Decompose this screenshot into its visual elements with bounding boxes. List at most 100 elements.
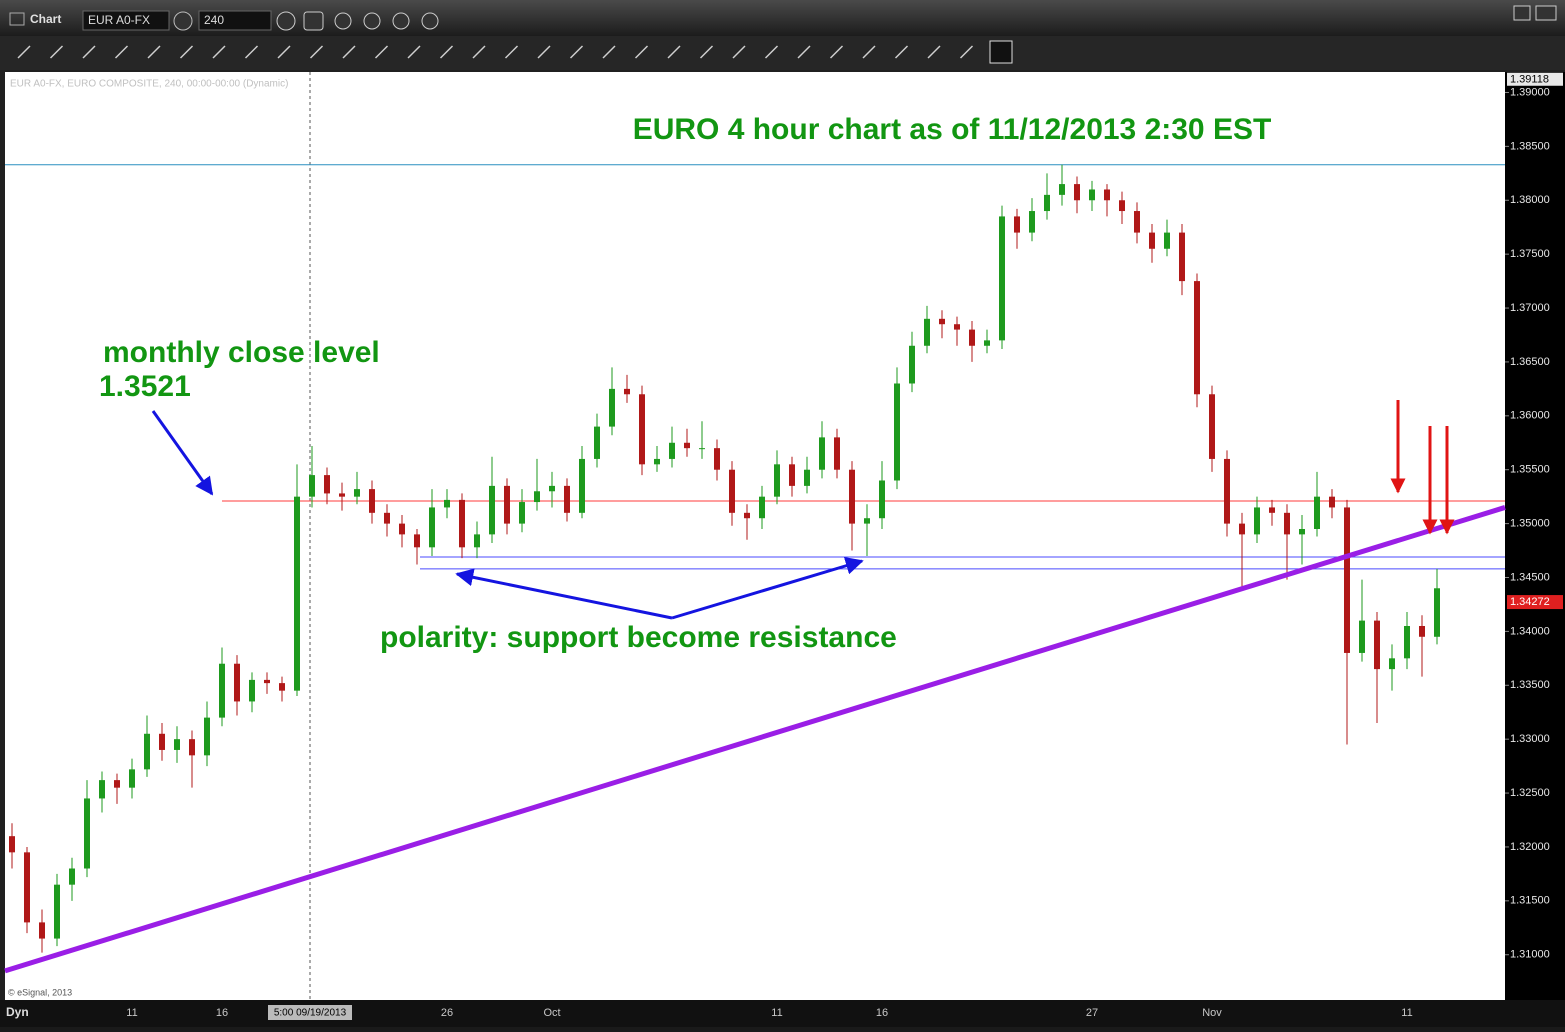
- candle-body: [609, 388, 615, 427]
- candle-body: [1329, 496, 1335, 508]
- time-axis: [0, 1000, 1565, 1027]
- y-tick-label: 1.35000: [1510, 518, 1550, 530]
- candle-body: [729, 469, 735, 513]
- draw-button[interactable]: [303, 11, 324, 31]
- refresh-button[interactable]: [334, 12, 352, 30]
- y-tick-label: 1.37500: [1510, 248, 1550, 260]
- y-tick-label: 1.38500: [1510, 140, 1550, 152]
- candle-body: [279, 683, 285, 691]
- candle-body: [84, 798, 90, 869]
- y-tick-label: 1.32000: [1510, 841, 1550, 853]
- candle-body: [384, 512, 390, 524]
- clock-button[interactable]: [276, 11, 296, 31]
- alert-button[interactable]: [392, 12, 410, 30]
- candle-body: [204, 717, 210, 756]
- tool-icon: [959, 45, 974, 59]
- candle-body: [1239, 523, 1245, 535]
- tool-icon: [667, 45, 681, 59]
- candle-body: [354, 489, 360, 497]
- candle-body: [159, 733, 165, 750]
- candle-body: [1014, 216, 1020, 233]
- candle-body: [1224, 458, 1230, 524]
- symbol: EUR A0-FX: [88, 13, 150, 27]
- candle-body: [294, 496, 300, 691]
- y-tick-label: 1.32500: [1510, 787, 1550, 799]
- candle-body: [414, 534, 420, 548]
- candle-body: [1314, 496, 1320, 529]
- tool-icon: [504, 45, 519, 59]
- candle-body: [774, 464, 780, 497]
- tool-icon: [829, 45, 844, 59]
- last-price-label: 1.34272: [1510, 596, 1550, 608]
- candle-body: [744, 512, 750, 519]
- candle-body: [579, 458, 585, 513]
- candle-body: [234, 663, 240, 702]
- title-buttons: [276, 5, 1557, 31]
- restore-button[interactable]: [1513, 5, 1531, 21]
- candle-body: [594, 426, 600, 459]
- candle-body: [1149, 232, 1155, 249]
- candle-body: [39, 922, 45, 939]
- tool-icon: [82, 45, 96, 59]
- tool-icon: [699, 45, 714, 59]
- tool-icon: [894, 45, 909, 59]
- polarity-label: polarity: support become resistance: [380, 621, 897, 654]
- candle-body: [1059, 184, 1065, 195]
- x-tick-label: 11: [126, 1007, 137, 1019]
- settings-button[interactable]: [173, 11, 193, 31]
- candle-body: [1299, 528, 1305, 535]
- x-tick-label: 11: [771, 1007, 782, 1019]
- candle-body: [399, 523, 405, 535]
- tool-icon: [309, 45, 324, 59]
- arrow: [151, 410, 214, 496]
- arrow: [671, 557, 864, 620]
- interval-box[interactable]: [198, 10, 272, 31]
- cursor-label: 5:00 09/19/2013: [274, 1008, 347, 1019]
- monthly-close-label: monthly close level: [103, 336, 380, 369]
- interval: 240: [204, 13, 224, 27]
- close-button[interactable]: [1535, 5, 1557, 21]
- link-button[interactable]: [421, 12, 439, 30]
- candle-body: [99, 780, 105, 799]
- candle-body: [984, 340, 990, 346]
- magnet-button[interactable]: [989, 40, 1013, 64]
- candle-body: [174, 739, 180, 750]
- tool-icon: [17, 45, 31, 59]
- candle-body: [999, 216, 1005, 341]
- candle-body: [849, 469, 855, 524]
- toolbar: [0, 36, 1565, 70]
- app-icon: [9, 12, 25, 26]
- y-tick-label: 1.39000: [1510, 86, 1550, 98]
- candle-body: [549, 485, 555, 492]
- candle-body: [1419, 625, 1425, 637]
- x-tick-label: Nov: [1202, 1007, 1222, 1019]
- tool-icon: [277, 45, 291, 59]
- candle-body: [459, 499, 465, 548]
- candle-body: [1344, 507, 1350, 653]
- candle-body: [309, 475, 315, 497]
- candle-body: [1434, 588, 1440, 637]
- candle-body: [1029, 211, 1035, 233]
- candle-body: [474, 534, 480, 548]
- x-tick-label: 26: [441, 1007, 453, 1019]
- window-title: Chart: [30, 12, 61, 26]
- candle-body: [564, 485, 570, 513]
- candle-body: [249, 679, 255, 702]
- tool-icon: [634, 45, 649, 59]
- y-tick-label: 1.31500: [1510, 895, 1550, 907]
- candle-body: [1374, 620, 1380, 670]
- candle-body: [1104, 189, 1110, 201]
- tool-icon: [244, 45, 259, 59]
- candle-body: [924, 318, 930, 346]
- tool-icon: [212, 45, 226, 59]
- symbol-box[interactable]: [82, 10, 170, 31]
- candle-body: [1389, 658, 1395, 670]
- x-tick-label: 16: [216, 1007, 228, 1019]
- tool-icon: [764, 45, 779, 59]
- tool-icon: [927, 45, 941, 59]
- tool-icon: [732, 45, 746, 59]
- candle-body: [969, 329, 975, 346]
- candle-body: [714, 448, 720, 470]
- candle-body: [1359, 620, 1365, 653]
- play-button[interactable]: [363, 12, 381, 30]
